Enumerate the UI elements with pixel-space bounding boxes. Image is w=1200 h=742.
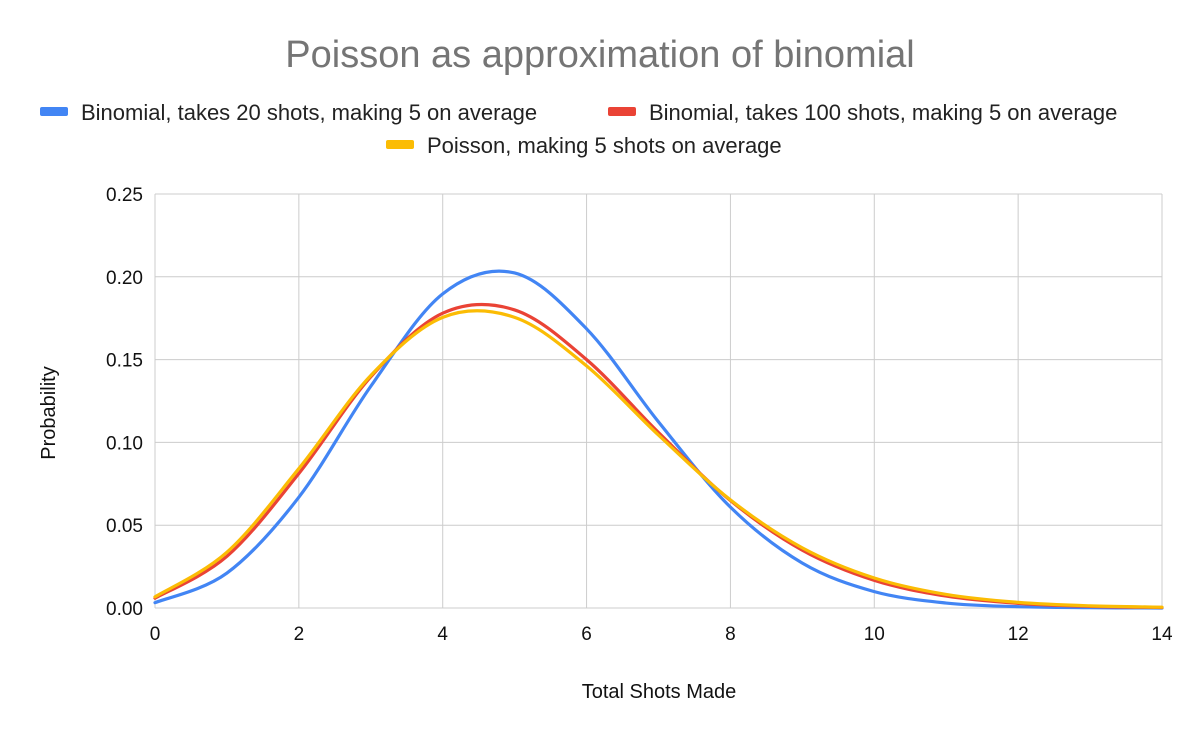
chart-title: Poisson as approximation of binomial xyxy=(285,34,914,76)
y-tick-label: 0.10 xyxy=(106,433,143,454)
legend-item: Poisson, making 5 shots on average xyxy=(386,133,782,158)
x-tick-label: 4 xyxy=(437,624,448,645)
series-line-2 xyxy=(153,302,1164,610)
y-tick-label: 0.20 xyxy=(106,268,143,289)
gridlines xyxy=(154,193,1163,609)
x-tick-label: 14 xyxy=(1151,624,1173,645)
legend-item: Binomial, takes 100 shots, making 5 on a… xyxy=(608,100,1117,125)
x-tick-label: 6 xyxy=(581,624,592,645)
legend-swatch xyxy=(386,140,414,149)
y-tick-label: 0.15 xyxy=(106,351,143,372)
series-line-1 xyxy=(153,269,1164,610)
legend-swatch xyxy=(608,107,636,116)
x-axis-title: Total Shots Made xyxy=(582,681,737,703)
x-tick-label: 10 xyxy=(864,624,885,645)
y-tick-label: 0.05 xyxy=(106,516,143,537)
legend-item: Binomial, takes 20 shots, making 5 on av… xyxy=(40,100,537,125)
series-line-3 xyxy=(153,309,1164,609)
series-lines xyxy=(153,269,1164,610)
x-tick-label: 0 xyxy=(150,624,161,645)
legend-swatch xyxy=(40,107,68,116)
x-tick-label: 8 xyxy=(725,624,736,645)
legend-label: Binomial, takes 20 shots, making 5 on av… xyxy=(81,100,537,125)
x-axis-ticks: 0 2 4 6 8 10 12 14 xyxy=(150,624,1173,645)
y-tick-label: 0.00 xyxy=(106,599,143,620)
x-tick-label: 12 xyxy=(1008,624,1029,645)
y-tick-label: 0.25 xyxy=(106,185,143,206)
x-tick-label: 2 xyxy=(294,624,305,645)
y-axis-title: Probability xyxy=(38,366,60,459)
legend-label: Poisson, making 5 shots on average xyxy=(427,133,782,158)
y-axis-ticks: 0.00 0.05 0.10 0.15 0.20 0.25 xyxy=(106,185,143,620)
legend-label: Binomial, takes 100 shots, making 5 on a… xyxy=(649,100,1117,125)
legend: Binomial, takes 20 shots, making 5 on av… xyxy=(40,100,1117,158)
